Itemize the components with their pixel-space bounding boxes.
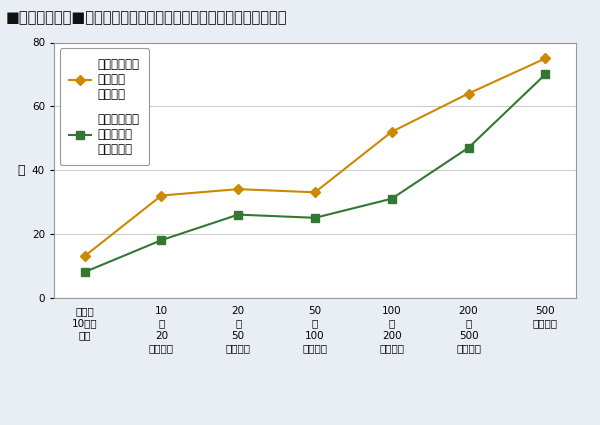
Legend: 建物・構築物
の耗震性
チェック, 建物・構築物
の耗震補強
工事の実施: 建物・構築物 の耗震性 チェック, 建物・構築物 の耗震補強 工事の実施 — [60, 48, 149, 165]
Text: ■図３－５－５■　企業規模（資本金）別にみた地震対策の実施割合: ■図３－５－５■ 企業規模（資本金）別にみた地震対策の実施割合 — [6, 11, 287, 26]
建物・構築物
の耗震補強
工事の実施 — [158, 238, 165, 243]
建物・構築物
の耗震補強
工事の実施 — [388, 196, 395, 201]
建物・構築物
の耗震補強
工事の実施 — [81, 269, 88, 275]
Line: 建物・構築物
の耗震性
チェック: 建物・構築物 の耗震性 チェック — [81, 55, 549, 260]
Line: 建物・構築物
の耗震補強
工事の実施: 建物・構築物 の耗震補強 工事の実施 — [81, 71, 549, 276]
建物・構築物
の耗震補強
工事の実施 — [311, 215, 319, 221]
建物・構築物
の耗震性
チェック — [158, 193, 165, 198]
建物・構築物
の耗震性
チェック — [465, 91, 472, 96]
建物・構築物
の耗震性
チェック — [311, 190, 319, 195]
Y-axis label: ％: ％ — [17, 164, 25, 176]
建物・構築物
の耗震性
チェック — [388, 129, 395, 134]
建物・構築物
の耗震性
チェック — [542, 56, 549, 61]
建物・構築物
の耗震補強
工事の実施 — [542, 72, 549, 77]
建物・構築物
の耗震性
チェック — [235, 187, 242, 192]
建物・構築物
の耗震性
チェック — [81, 253, 88, 258]
建物・構築物
の耗震補強
工事の実施 — [235, 212, 242, 217]
建物・構築物
の耗震補強
工事の実施 — [465, 145, 472, 150]
